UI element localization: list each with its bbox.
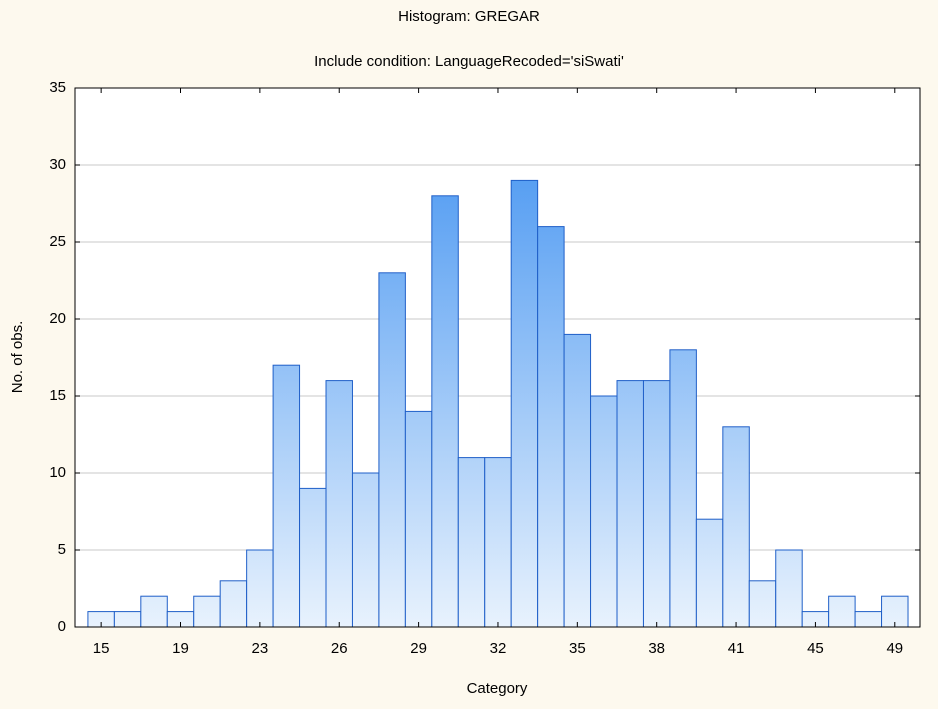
bar	[140, 595, 168, 628]
y-tick-label: 30	[49, 156, 66, 173]
bar	[113, 611, 142, 628]
bars-layer	[87, 179, 909, 628]
bar	[193, 595, 221, 628]
bar	[325, 380, 353, 628]
y-tick-label: 0	[58, 618, 66, 635]
bar	[669, 349, 697, 628]
bar	[431, 195, 459, 628]
y-tick-label: 15	[49, 387, 66, 404]
x-axis-label: Category	[467, 680, 528, 697]
x-tick-label: 35	[569, 640, 586, 657]
y-tick-label: 25	[49, 233, 66, 250]
x-tick-label: 49	[886, 640, 903, 657]
bar	[722, 426, 750, 628]
bar	[484, 457, 512, 628]
bar	[457, 457, 486, 628]
bar	[590, 395, 618, 628]
bar	[537, 226, 565, 628]
x-tick-label: 32	[490, 640, 507, 657]
bar	[748, 580, 777, 628]
bar	[616, 380, 644, 628]
bar	[695, 518, 724, 628]
x-tick-label: 23	[252, 640, 269, 657]
bar	[299, 487, 327, 628]
y-axis-label: No. of obs.	[9, 321, 26, 394]
x-tick-label: 38	[648, 640, 665, 657]
y-tick-label: 5	[58, 541, 66, 558]
chart-subtitle: Include condition: LanguageRecoded='siSw…	[314, 53, 624, 70]
x-tick-label: 45	[807, 640, 824, 657]
bar	[828, 595, 856, 628]
bar	[642, 380, 671, 628]
x-tick-label: 41	[728, 640, 745, 657]
bar	[246, 549, 274, 628]
bar	[404, 410, 433, 628]
bar	[351, 472, 380, 628]
bar	[881, 595, 909, 628]
bar	[510, 179, 539, 628]
y-tick-label: 10	[49, 464, 66, 481]
y-tick-label: 35	[49, 79, 66, 96]
bar	[854, 611, 883, 628]
x-tick-label: 29	[410, 640, 427, 657]
bar	[378, 272, 406, 628]
bar	[775, 549, 803, 628]
bar	[219, 580, 248, 628]
y-tick-label: 20	[49, 310, 66, 327]
x-tick-label: 15	[93, 640, 110, 657]
x-tick-label: 19	[172, 640, 189, 657]
chart-title: Histogram: GREGAR	[398, 8, 540, 25]
bar	[272, 364, 301, 628]
x-tick-label: 26	[331, 640, 348, 657]
bar	[563, 333, 592, 628]
